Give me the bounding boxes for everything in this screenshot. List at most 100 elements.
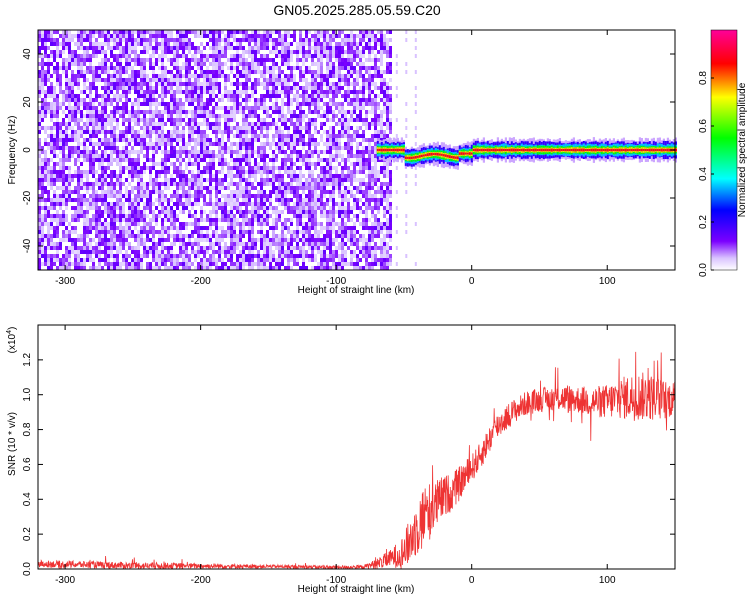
spectrogram-cell [143, 194, 146, 198]
spectrogram-cell [272, 266, 275, 270]
spectrogram-cell [71, 114, 74, 118]
spectrogram-cell [77, 138, 80, 142]
spectrogram-cell [353, 34, 356, 38]
spectrogram-cell [143, 42, 146, 46]
spectrogram-cell [74, 242, 77, 246]
spectrogram-cell [311, 214, 314, 218]
spectrogram-cell [257, 38, 260, 42]
spectrogram-cell [260, 74, 263, 78]
spectrogram-cell [278, 70, 281, 74]
spectrogram-cell [173, 150, 176, 154]
spectrogram-cell [98, 250, 101, 254]
spectrogram-cell [164, 194, 167, 198]
spectrogram-cell [353, 206, 356, 210]
spectrogram-cell [341, 110, 344, 114]
spectrogram-cell [113, 186, 116, 190]
spectrogram-cell [305, 202, 308, 206]
spectrogram-cell [275, 54, 278, 58]
spectrogram-cell [212, 82, 215, 86]
spectrogram-cell [269, 206, 272, 210]
spectrogram-cell [215, 190, 218, 194]
spectrogram-cell [329, 210, 332, 214]
spectrogram-cell [137, 138, 140, 142]
spectrogram-cell [209, 186, 212, 190]
spectrogram-cell [242, 262, 245, 266]
spectrogram-cell [176, 194, 179, 198]
spectrogram-cell [314, 118, 317, 122]
spectrogram-cell [335, 86, 338, 90]
spectrogram-cell [326, 242, 329, 246]
spectrogram-cell [350, 50, 353, 54]
spectrogram-cell [236, 62, 239, 66]
spectrogram-cell [119, 190, 122, 194]
spectrogram-cell [50, 34, 53, 38]
spectrogram-cell [254, 106, 257, 110]
spectrogram-cell [116, 110, 119, 114]
spectrogram-cell [95, 126, 98, 130]
spectrogram-cell [65, 154, 68, 158]
spectrogram-cell [131, 198, 134, 202]
spectrogram-cell [323, 46, 326, 50]
spectrogram-cell [98, 114, 101, 118]
spectrogram-cell [44, 78, 47, 82]
spectrogram-cell [281, 198, 284, 202]
spectrogram-cell [299, 66, 302, 70]
spectrogram-cell [311, 154, 314, 158]
spectrogram-cell [200, 62, 203, 66]
spectrogram-cell [293, 230, 296, 234]
spectrogram-cell [56, 222, 59, 226]
spectrogram-cell [131, 170, 134, 174]
spectrogram-cell [209, 182, 212, 186]
spectrogram-cell [272, 230, 275, 234]
spectrogram-cell [128, 242, 131, 246]
spectrogram-cell [53, 142, 56, 146]
spectrogram-cell [149, 66, 152, 70]
spectrogram-cell [281, 234, 284, 238]
spectrogram-cell [41, 194, 44, 198]
spectrogram-cell [92, 250, 95, 254]
spectrogram-cell [164, 102, 167, 106]
spectrogram-cell [221, 150, 224, 154]
spectrogram-cell [314, 214, 317, 218]
spectrogram-cell [221, 106, 224, 110]
spectrogram-cell [74, 106, 77, 110]
spectrogram-cell [158, 102, 161, 106]
spectrogram-cell [299, 210, 302, 214]
spectrogram-cell [338, 70, 341, 74]
spectrogram-cell [188, 78, 191, 82]
spectrogram-cell [53, 202, 56, 206]
spectrogram-cell [326, 210, 329, 214]
spectrogram-cell [98, 66, 101, 70]
spectrogram-cell [233, 242, 236, 246]
spectrogram-cell [239, 42, 242, 46]
spectrogram-cell [275, 106, 278, 110]
spectrogram-cell [260, 222, 263, 226]
spectrogram-cell [200, 30, 203, 34]
spectrogram-cell [323, 262, 326, 266]
spectrogram-cell [182, 242, 185, 246]
spectrogram-cell [191, 82, 194, 86]
spectrogram-cell [326, 42, 329, 46]
spectrogram-cell [65, 38, 68, 42]
spectrogram-cell [158, 190, 161, 194]
spectrogram-cell [287, 250, 290, 254]
spectrogram-cell [113, 82, 116, 86]
spectrogram-cell [167, 254, 170, 258]
spectrogram-cell [320, 46, 323, 50]
spectrogram-cell [113, 182, 116, 186]
spectrogram-cell [113, 146, 116, 150]
spectrogram-cell [119, 58, 122, 62]
spectrogram-cell [341, 102, 344, 106]
spectrogram-cell [149, 62, 152, 66]
spectrogram-cell [251, 166, 254, 170]
spectrogram-cell [236, 150, 239, 154]
spectrogram-cell [125, 98, 128, 102]
spectrogram-cell [59, 86, 62, 90]
spectrogram-cell [314, 238, 317, 242]
spectrogram-cell [125, 46, 128, 50]
spectrogram-cell [95, 178, 98, 182]
spectrogram-cell [308, 218, 311, 222]
spectrogram-cell [341, 210, 344, 214]
spectrogram-cell [143, 70, 146, 74]
spectrogram-cell [146, 150, 149, 154]
